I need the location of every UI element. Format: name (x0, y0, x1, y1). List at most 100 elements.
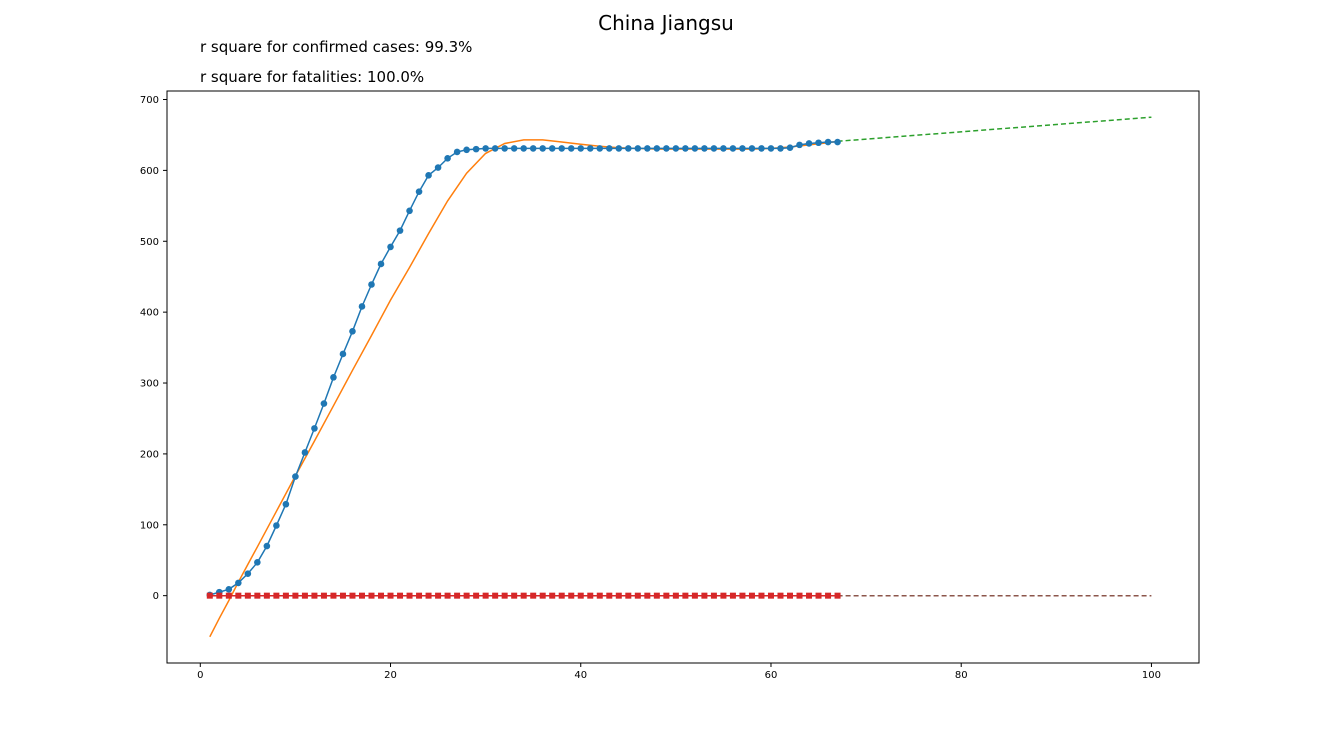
data-point-fatalities (748, 592, 755, 599)
series-confirmed_fit (209, 139, 838, 638)
x-tick-label: 100 (1142, 670, 1161, 681)
r-square-confirmed-text: r square for confirmed cases: 99.3% (200, 38, 473, 56)
data-point-fatalities (663, 592, 670, 599)
data-point-confirmed (558, 145, 566, 152)
data-point-fatalities (729, 592, 736, 599)
data-point-fatalities (301, 592, 308, 599)
data-point-fatalities (787, 592, 794, 599)
data-point-confirmed (387, 243, 394, 251)
data-point-confirmed (425, 172, 432, 179)
data-point-confirmed (586, 145, 594, 152)
data-point-confirmed (273, 522, 280, 529)
data-point-confirmed (510, 145, 518, 152)
data-point-confirmed (301, 449, 309, 456)
data-point-confirmed (311, 425, 318, 432)
data-point-fatalities (273, 592, 280, 599)
data-point-fatalities (520, 592, 527, 599)
data-point-confirmed (634, 145, 642, 152)
data-point-fatalities (387, 592, 394, 599)
data-point-confirmed (472, 145, 480, 153)
data-point-fatalities (806, 592, 813, 599)
data-point-confirmed (491, 145, 499, 152)
data-point-fatalities (596, 592, 603, 599)
x-tick-label: 80 (955, 670, 968, 681)
plot-frame (166, 90, 1200, 664)
data-point-confirmed (254, 559, 261, 566)
data-point-confirmed (777, 145, 784, 152)
data-point-confirmed (415, 188, 423, 195)
data-point-fatalities (454, 592, 461, 599)
series-line-confirmed_forecast (837, 116, 1152, 143)
data-point-fatalities (720, 592, 727, 599)
series-confirmed (206, 138, 841, 599)
data-point-fatalities (206, 592, 213, 599)
y-tick-label: 500 (140, 237, 159, 248)
y-tick-label: 600 (140, 166, 159, 177)
data-point-fatalities (777, 592, 784, 599)
data-point-fatalities (358, 592, 365, 599)
data-point-confirmed (339, 350, 347, 358)
data-point-fatalities (492, 592, 499, 599)
data-point-confirmed (577, 145, 585, 152)
data-point-fatalities (444, 592, 451, 599)
data-point-fatalities (653, 592, 660, 599)
data-point-fatalities (320, 592, 327, 599)
x-tick-label: 60 (765, 670, 778, 681)
data-point-fatalities (397, 592, 404, 599)
x-tick-label: 0 (197, 670, 203, 681)
data-point-fatalities (263, 592, 270, 599)
data-point-confirmed (225, 585, 233, 593)
data-point-confirmed (824, 138, 832, 146)
data-point-fatalities (463, 592, 470, 599)
data-point-fatalities (758, 592, 765, 599)
data-point-confirmed (834, 138, 841, 146)
data-point-confirmed (748, 145, 756, 152)
data-point-fatalities (225, 592, 232, 599)
data-point-fatalities (292, 592, 299, 599)
data-point-fatalities (339, 592, 346, 599)
data-point-confirmed (767, 145, 775, 152)
data-point-confirmed (567, 145, 575, 152)
r-square-fatalities-text: r square for fatalities: 100.0% (200, 68, 425, 86)
data-point-confirmed (625, 145, 632, 152)
data-point-confirmed (520, 145, 527, 152)
data-point-confirmed (720, 145, 727, 152)
data-point-fatalities (349, 592, 356, 599)
data-point-confirmed (463, 146, 470, 154)
data-point-confirmed (615, 145, 623, 152)
y-tick-label: 200 (140, 449, 159, 460)
data-point-fatalities (539, 592, 546, 599)
data-point-fatalities (216, 592, 223, 599)
data-point-fatalities (558, 592, 565, 599)
data-point-confirmed (358, 303, 366, 310)
data-point-confirmed (444, 155, 451, 162)
data-point-confirmed (548, 145, 556, 152)
data-point-confirmed (758, 145, 765, 152)
data-point-fatalities (511, 592, 518, 599)
y-tick-label: 100 (140, 520, 159, 531)
data-point-fatalities (644, 592, 651, 599)
data-point-confirmed (710, 145, 718, 152)
data-point-fatalities (701, 592, 708, 599)
data-point-fatalities (834, 592, 841, 599)
x-tick-label: 40 (574, 670, 587, 681)
data-point-fatalities (501, 592, 508, 599)
data-point-confirmed (377, 260, 385, 268)
y-tick-label: 700 (140, 95, 159, 106)
series-line-confirmed (209, 141, 838, 596)
data-point-fatalities (815, 592, 822, 599)
data-point-confirmed (529, 145, 537, 152)
data-point-confirmed (691, 145, 699, 152)
data-point-fatalities (254, 592, 261, 599)
data-point-fatalities (691, 592, 698, 599)
data-point-confirmed (330, 374, 337, 381)
data-point-fatalities (825, 592, 832, 599)
y-axis: 0 100 200 300 400 500 600 700 (140, 95, 167, 602)
data-point-confirmed (729, 145, 737, 152)
data-point-fatalities (282, 592, 289, 599)
series-confirmed_forecast (837, 116, 1152, 143)
data-point-confirmed (796, 141, 803, 149)
data-point-confirmed (482, 145, 489, 152)
data-point-fatalities (606, 592, 613, 599)
data-point-confirmed (644, 145, 651, 152)
